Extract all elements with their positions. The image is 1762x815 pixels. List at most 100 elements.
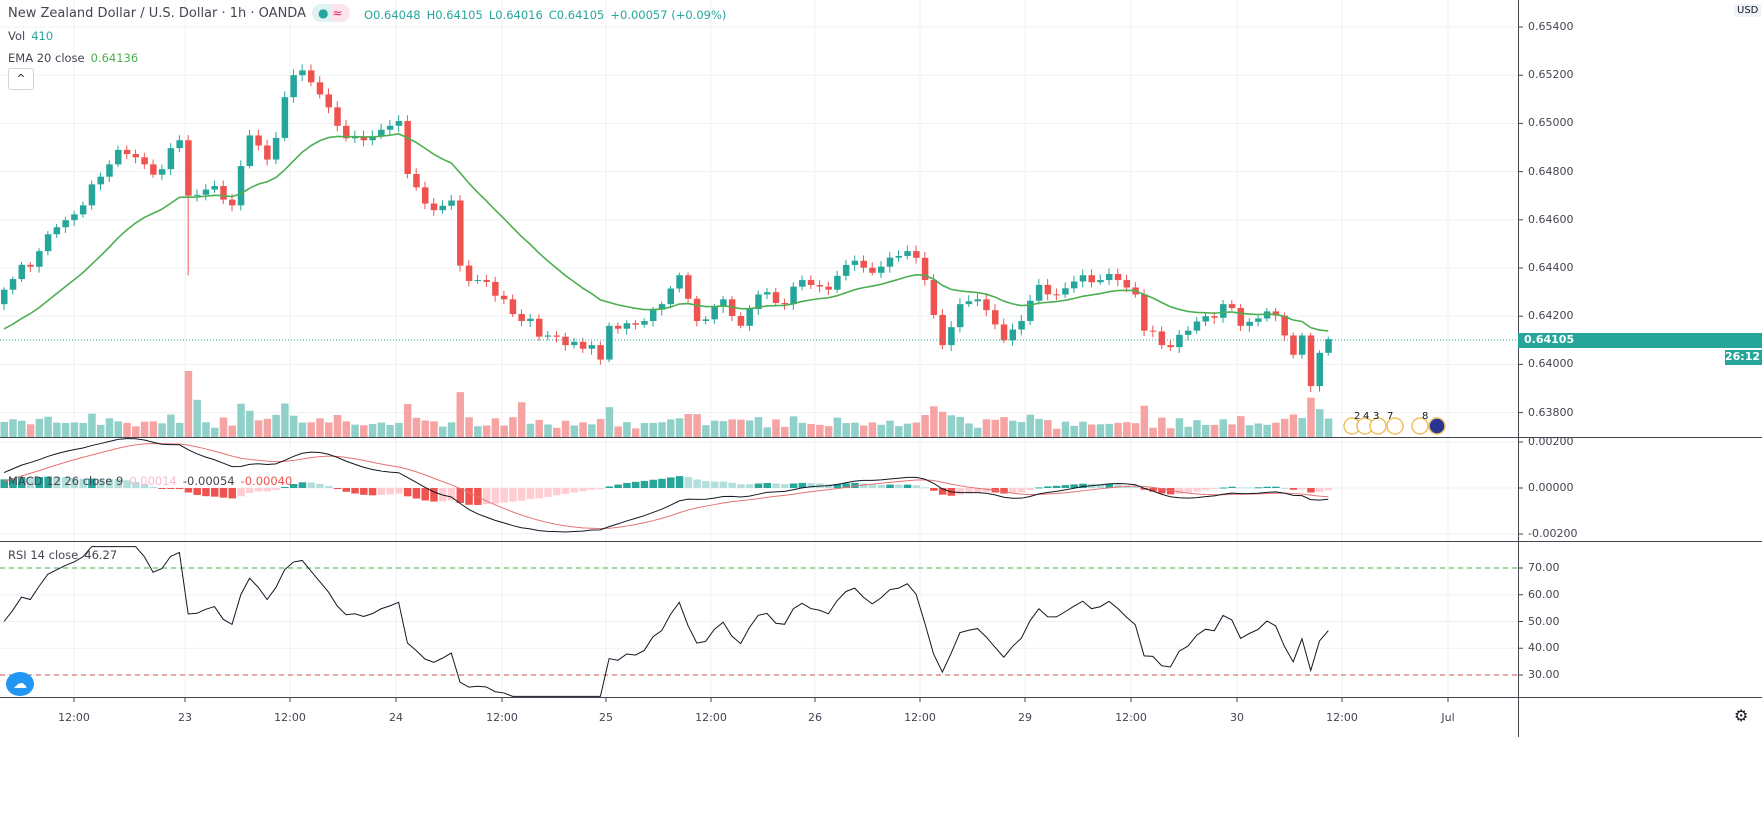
macd-histogram-bar bbox=[395, 488, 403, 494]
volume-bar bbox=[9, 419, 17, 437]
time-tick: 12:00 bbox=[58, 711, 90, 724]
candle-body bbox=[246, 135, 254, 167]
macd-histogram-bar bbox=[745, 484, 754, 488]
candle-body bbox=[1246, 321, 1253, 326]
macd-histogram-bar bbox=[667, 477, 675, 488]
volume-bar bbox=[18, 420, 26, 437]
volume-bar bbox=[35, 418, 44, 437]
rsi-legend[interactable]: RSI 14 close 46.27 bbox=[8, 548, 123, 562]
status-dot-icon: ● bbox=[318, 6, 329, 20]
candle-body bbox=[579, 341, 587, 349]
candle-body bbox=[851, 260, 859, 265]
volume-bar bbox=[921, 415, 929, 437]
rsi-line bbox=[3, 546, 1329, 697]
price-tick: 0.64000 bbox=[1528, 357, 1574, 371]
macd-histogram-bar bbox=[807, 483, 815, 488]
macd-histogram-bar bbox=[938, 488, 947, 495]
candle-body bbox=[421, 187, 429, 204]
macd-tick: -0.00200 bbox=[1528, 527, 1578, 540]
candle-body bbox=[255, 135, 262, 146]
macd-histogram-bar bbox=[491, 488, 500, 504]
macd-histogram-bar bbox=[307, 482, 315, 488]
macd-histogram-bar bbox=[377, 488, 386, 496]
macd-histogram-bar bbox=[728, 482, 736, 488]
macd-histogram-bar bbox=[210, 488, 219, 497]
macd-histogram-bar bbox=[61, 477, 70, 488]
candle-body bbox=[948, 327, 955, 346]
macd-histogram-bar bbox=[1009, 488, 1017, 494]
macd-histogram-bar bbox=[1140, 488, 1149, 490]
macd-histogram-bar bbox=[1061, 485, 1070, 488]
macd-histogram-bar bbox=[833, 483, 842, 488]
macd-histogram-bar bbox=[973, 488, 982, 493]
candle-body bbox=[816, 285, 824, 287]
candle-body bbox=[483, 280, 490, 282]
candle-body bbox=[237, 166, 245, 206]
volume-bar bbox=[754, 417, 763, 437]
volume-bar bbox=[579, 422, 587, 437]
candle-body bbox=[272, 137, 280, 160]
volume-bar bbox=[833, 417, 842, 437]
price-tick: 0.65000 bbox=[1528, 116, 1574, 130]
macd-histogram-bar bbox=[88, 478, 96, 488]
symbol-title[interactable]: New Zealand Dollar / U.S. Dollar · 1h · … bbox=[8, 6, 306, 21]
macd-histogram-bar bbox=[482, 488, 491, 505]
volume-bar bbox=[588, 424, 596, 437]
tradingview-logo-icon[interactable]: ☁ bbox=[6, 672, 34, 696]
candle-body bbox=[711, 307, 718, 320]
volume-bar bbox=[763, 427, 771, 437]
volume-bar bbox=[1219, 419, 1228, 437]
volume-bar bbox=[535, 419, 543, 437]
volume-bar bbox=[456, 392, 465, 437]
candle-body bbox=[992, 310, 999, 325]
candle-body bbox=[176, 140, 183, 149]
volume-bar bbox=[1307, 397, 1315, 437]
macd-histogram-bar bbox=[44, 476, 52, 488]
macd-histogram-bar bbox=[184, 488, 193, 493]
macd-histogram-bar bbox=[237, 488, 245, 497]
volume-bar bbox=[1210, 424, 1219, 437]
candle-body bbox=[1255, 318, 1262, 322]
macd-histogram-bar bbox=[167, 488, 175, 489]
macd-legend[interactable]: MACD 12 26 close 9 0.00014 -0.00054 -0.0004… bbox=[8, 474, 298, 488]
candle-body bbox=[281, 97, 289, 138]
candle-body bbox=[307, 70, 315, 83]
volume-bar bbox=[859, 425, 868, 437]
candle-body bbox=[123, 149, 131, 155]
volume-legend[interactable]: Vol 410 bbox=[8, 29, 59, 43]
currency-label[interactable]: USD bbox=[1734, 4, 1762, 17]
macd-histogram-bar bbox=[658, 478, 666, 488]
candle-body bbox=[527, 318, 534, 322]
countdown-label: 26:12 bbox=[1725, 350, 1762, 365]
candle-body bbox=[1149, 330, 1157, 332]
candle-body bbox=[290, 75, 297, 98]
ema-legend[interactable]: EMA 20 close 0.64136 bbox=[8, 51, 144, 65]
candle-body bbox=[746, 308, 753, 326]
candle-body bbox=[325, 94, 332, 108]
volume-bar bbox=[403, 404, 412, 437]
collapse-legend-button[interactable]: ^ bbox=[8, 68, 34, 90]
volume-bar bbox=[482, 425, 491, 437]
volume-bar bbox=[53, 422, 61, 437]
macd-histogram-bar bbox=[403, 488, 412, 497]
volume-bar bbox=[342, 421, 351, 437]
volume-bar bbox=[26, 424, 35, 437]
macd-histogram-bar bbox=[684, 477, 693, 488]
candle-body bbox=[378, 129, 385, 137]
volume-bar bbox=[377, 422, 386, 437]
rsi-tick: 70.00 bbox=[1528, 561, 1560, 574]
last-price-label: 0.64105 bbox=[1518, 333, 1762, 348]
market-status[interactable]: ● ≈ bbox=[312, 4, 350, 22]
macd-histogram-bar bbox=[1131, 486, 1140, 488]
economic-event-flag-icon bbox=[1369, 417, 1387, 435]
candle-body bbox=[649, 309, 657, 322]
candle-body bbox=[1298, 335, 1306, 355]
volume-bar bbox=[640, 422, 649, 437]
candle-body bbox=[1088, 275, 1095, 283]
candle-body bbox=[921, 257, 929, 281]
volume-bar bbox=[895, 426, 903, 437]
settings-gear-icon[interactable]: ⚙ bbox=[1734, 706, 1749, 725]
volume-bar bbox=[1035, 418, 1043, 437]
volume-bar bbox=[1123, 422, 1131, 437]
